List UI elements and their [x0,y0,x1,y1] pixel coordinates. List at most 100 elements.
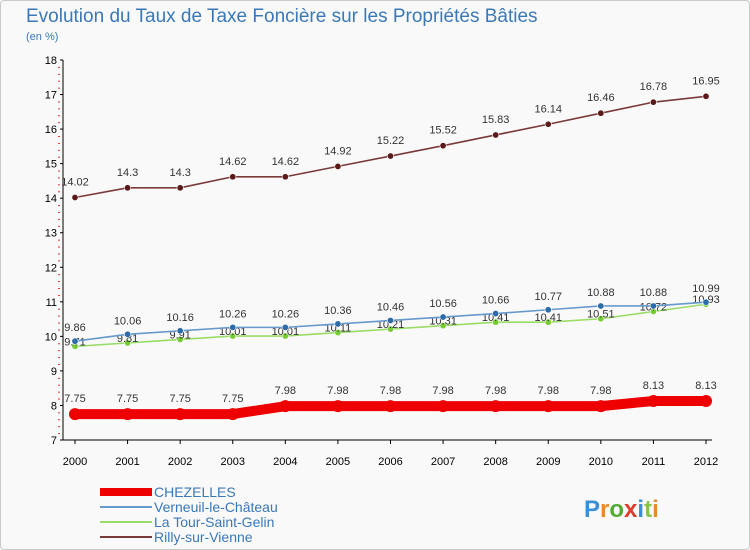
x-tick-label: 2010 [589,456,613,468]
logo-letter: x [624,496,638,523]
data-label: 7.75 [169,393,190,405]
data-point [597,315,605,323]
data-point [439,322,447,330]
y-minor-tick [58,412,60,414]
data-label: 14.02 [61,176,89,188]
data-point [594,400,607,413]
y-tick-label: 7 [51,435,57,447]
y-minor-tick [58,274,60,276]
x-tick-label: 2006 [378,456,402,468]
x-tick-label: 2009 [536,456,560,468]
y-minor-tick [58,66,60,68]
data-label: 10.36 [324,305,352,317]
data-point [69,408,81,421]
y-minor-tick [58,343,60,345]
data-label: 10.51 [587,309,615,321]
data-point [649,302,657,310]
y-tick-label: 16 [45,124,57,136]
y-minor-tick [58,218,60,220]
y-minor-tick [58,184,60,186]
data-point [229,332,237,340]
y-minor-tick [58,212,60,213]
data-point [279,400,292,413]
data-label: 7.98 [432,385,453,397]
data-label: 10.99 [692,283,720,295]
chart-subtitle: (en %) [26,31,58,43]
y-tick-label: 9 [51,366,57,378]
y-minor-tick [58,308,60,310]
data-point [71,193,79,201]
data-label: 16.95 [692,75,720,87]
data-label: 14.3 [169,167,190,179]
y-minor-tick [58,260,60,262]
data-label: 10.56 [429,298,457,310]
y-tick-label: 14 [45,193,57,205]
y-minor-tick [58,288,60,289]
chart-title: Evolution du Taux de Taxe Foncière sur l… [26,6,538,27]
x-tick-label: 2001 [115,456,139,468]
data-label: 7.98 [485,385,506,397]
data-label: 9.81 [117,333,138,345]
data-label: 7.75 [117,393,138,405]
data-point [281,173,289,181]
data-point [229,173,237,181]
y-minor-tick [58,191,60,193]
x-tick-label: 2007 [431,456,455,468]
data-point [334,329,342,337]
y-minor-tick [58,364,60,365]
legend-label: La Tour-Saint-Gelin [154,514,274,530]
data-label: 8.13 [695,380,716,392]
data-label: 9.91 [169,329,190,341]
data-label: 7.75 [222,393,243,405]
y-minor-tick [58,426,60,428]
data-label: 10.41 [482,312,510,324]
data-point [492,310,500,318]
proxiti-logo: Proxiti [584,496,659,523]
y-minor-tick [58,170,60,172]
y-minor-tick [58,142,60,144]
y-minor-tick [58,122,60,124]
series-3: 14.02 14.3 14.3 14.62 14.62 14.92 15.22 15.52 15… [61,75,720,201]
logo-letter: t [644,496,652,523]
data-point [702,92,710,100]
data-label: 10.16 [166,312,194,324]
data-point [597,302,605,310]
y-tick-label: 11 [46,297,57,309]
data-point [492,131,500,139]
y-minor-tick [58,419,60,421]
data-label: 10.31 [429,316,457,328]
y-tick-label: 13 [45,228,57,240]
data-point [544,120,552,128]
data-label: 10.11 [325,323,352,335]
data-label: 10.66 [482,295,510,307]
data-label: 10.21 [377,319,405,331]
y-minor-tick [58,281,60,283]
y-minor-tick [58,329,60,331]
x-tick-label: 2000 [63,456,87,468]
y-minor-tick [58,350,60,352]
data-point [174,408,187,421]
data-point [121,408,134,421]
y-tick-label: 15 [45,159,57,171]
y-tick-label: 10 [45,331,57,343]
data-label: 9.86 [64,322,85,334]
data-label: 15.83 [482,114,510,126]
data-label: 14.3 [117,167,138,179]
data-point [281,332,289,340]
data-label: 16.78 [640,81,668,93]
x-tick-label: 2002 [168,456,192,468]
y-minor-tick [58,101,60,103]
data-label: 16.14 [534,103,562,115]
data-point [386,152,394,160]
y-minor-tick [58,80,60,82]
y-minor-tick [58,322,60,324]
data-point [544,318,552,326]
data-point [176,184,184,192]
data-label: 10.26 [219,308,247,320]
y-minor-tick [58,253,60,255]
data-label: 10.77 [534,291,562,303]
y-minor-tick [58,225,60,227]
data-label: 15.22 [377,135,405,147]
data-label: 7.98 [380,385,401,397]
